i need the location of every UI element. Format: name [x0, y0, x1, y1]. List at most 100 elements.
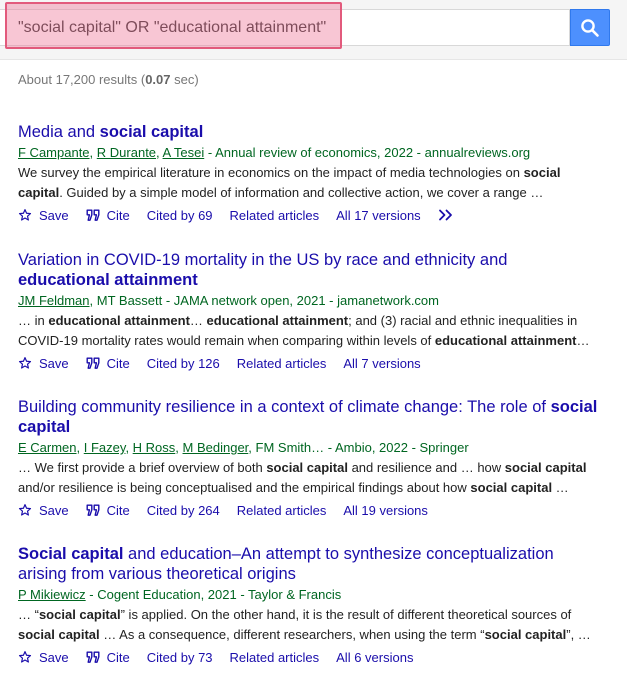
text-run: . Guided by a simple model of informatio… — [59, 185, 543, 200]
star-icon — [18, 503, 32, 517]
all-versions-link[interactable]: All 7 versions — [343, 356, 420, 371]
related-articles-link-label: Related articles — [237, 503, 327, 518]
result-source: , MT Bassett - JAMA network open, 2021 -… — [90, 293, 439, 308]
result-meta: E Carmen, I Fazey, H Ross, M Bedinger, F… — [18, 439, 603, 456]
cited-by-link[interactable]: Cited by 264 — [147, 503, 220, 518]
result-source: - Cogent Education, 2021 - Taylor & Fran… — [86, 587, 342, 602]
text-run: We survey the empirical literature in ec… — [18, 165, 524, 180]
text-run: … We first provide a brief overview of b… — [18, 460, 266, 475]
result-title-link[interactable]: Social capital and education–An attempt … — [18, 544, 603, 584]
related-articles-link[interactable]: Related articles — [230, 650, 320, 665]
highlighted-term: social capital — [470, 480, 552, 495]
highlighted-term: educational attainment — [207, 313, 349, 328]
cite-button-label: Cite — [107, 356, 130, 371]
author-link[interactable]: E Carmen — [18, 440, 77, 455]
save-button[interactable]: Save — [18, 356, 69, 371]
text-run: Variation in COVID-19 mortality in the U… — [18, 251, 507, 269]
cite-button-label: Cite — [107, 208, 130, 223]
result-title-link[interactable]: Variation in COVID-19 mortality in the U… — [18, 250, 603, 290]
result-item: Social capital and education–An attempt … — [18, 544, 603, 666]
star-icon — [18, 650, 32, 664]
author-link[interactable]: M Bedinger — [183, 440, 249, 455]
text-run: ”, … — [566, 627, 591, 642]
quote-icon — [86, 209, 100, 222]
text-run: and/or resilience is being conceptualise… — [18, 480, 470, 495]
cited-by-link-label: Cited by 126 — [147, 356, 220, 371]
author-link[interactable]: A Tesei — [163, 145, 205, 160]
result-meta: F Campante, R Durante, A Tesei - Annual … — [18, 144, 603, 161]
result-actions: Save Cite Cited by 126 Related articles All … — [18, 354, 603, 372]
highlighted-term: social capital — [266, 460, 348, 475]
related-articles-link[interactable]: Related articles — [237, 356, 327, 371]
search-button[interactable] — [570, 9, 610, 46]
search-input[interactable] — [0, 9, 570, 46]
highlighted-term: educational attainment — [48, 313, 190, 328]
text-run: … — [576, 333, 589, 348]
highlighted-term: social capital — [39, 607, 121, 622]
author-link[interactable]: I Fazey — [84, 440, 126, 455]
save-button[interactable]: Save — [18, 208, 69, 223]
text-run: ” is applied. On the other hand, it is t… — [121, 607, 572, 622]
text-run: … As a consequence, different researcher… — [100, 627, 485, 642]
stats-prefix: About 17,200 results ( — [18, 72, 145, 87]
author-link[interactable]: P Mikiewicz — [18, 587, 86, 602]
all-versions-link[interactable]: All 17 versions — [336, 208, 421, 223]
save-button-label: Save — [39, 356, 69, 371]
result-item: Media and social capital F Campante, R Du… — [18, 122, 603, 224]
cite-button[interactable]: Cite — [86, 356, 130, 371]
cite-button-label: Cite — [107, 650, 130, 665]
text-run: Building community resilience in a conte… — [18, 398, 551, 416]
search-icon — [580, 18, 600, 38]
highlighted-term: Social capital — [18, 545, 123, 563]
text-run: and resilience and … how — [348, 460, 505, 475]
more-options-button[interactable] — [438, 209, 461, 221]
author-link[interactable]: JM Feldman — [18, 293, 90, 308]
highlighted-term: social capital — [485, 627, 567, 642]
highlighted-term: social capital — [505, 460, 587, 475]
author-link[interactable]: R Durante — [97, 145, 156, 160]
all-versions-link[interactable]: All 19 versions — [343, 503, 428, 518]
search-header — [0, 0, 627, 60]
related-articles-link[interactable]: Related articles — [237, 503, 327, 518]
double-chevron-icon — [438, 209, 454, 221]
result-actions: Save Cite Cited by 264 Related articles All … — [18, 501, 603, 519]
text-run: … “ — [18, 607, 39, 622]
star-icon — [18, 356, 32, 370]
cited-by-link-label: Cited by 69 — [147, 208, 213, 223]
cited-by-link[interactable]: Cited by 73 — [147, 650, 213, 665]
all-versions-link-label: All 19 versions — [343, 503, 428, 518]
cite-button[interactable]: Cite — [86, 650, 130, 665]
result-snippet: … “social capital” is applied. On the ot… — [18, 605, 603, 644]
author-link[interactable]: F Campante — [18, 145, 90, 160]
all-versions-link-label: All 17 versions — [336, 208, 421, 223]
text-run: Media and — [18, 123, 100, 141]
save-button[interactable]: Save — [18, 650, 69, 665]
stats-time: 0.07 — [145, 72, 170, 87]
save-button-label: Save — [39, 503, 69, 518]
cited-by-link-label: Cited by 264 — [147, 503, 220, 518]
cited-by-link[interactable]: Cited by 69 — [147, 208, 213, 223]
text-run: … — [190, 313, 207, 328]
cite-button[interactable]: Cite — [86, 503, 130, 518]
result-snippet: We survey the empirical literature in ec… — [18, 163, 603, 202]
result-snippet: … We first provide a brief overview of b… — [18, 458, 603, 497]
save-button[interactable]: Save — [18, 503, 69, 518]
related-articles-link-label: Related articles — [237, 356, 327, 371]
result-title-link[interactable]: Building community resilience in a conte… — [18, 397, 603, 437]
result-title-link[interactable]: Media and social capital — [18, 122, 603, 142]
all-versions-link-label: All 6 versions — [336, 650, 413, 665]
result-item: Building community resilience in a conte… — [18, 397, 603, 519]
quote-icon — [86, 504, 100, 517]
cited-by-link-label: Cited by 73 — [147, 650, 213, 665]
author-link[interactable]: H Ross — [133, 440, 176, 455]
stats-suffix: sec) — [171, 72, 199, 87]
related-articles-link-label: Related articles — [230, 208, 320, 223]
all-versions-link[interactable]: All 6 versions — [336, 650, 413, 665]
cited-by-link[interactable]: Cited by 126 — [147, 356, 220, 371]
cite-button[interactable]: Cite — [86, 208, 130, 223]
results-stats: About 17,200 results (0.07 sec) — [18, 72, 199, 87]
save-button-label: Save — [39, 650, 69, 665]
result-source: , FM Smith… - Ambio, 2022 - Springer — [248, 440, 468, 455]
related-articles-link[interactable]: Related articles — [230, 208, 320, 223]
result-source: - Annual review of economics, 2022 - ann… — [204, 145, 530, 160]
